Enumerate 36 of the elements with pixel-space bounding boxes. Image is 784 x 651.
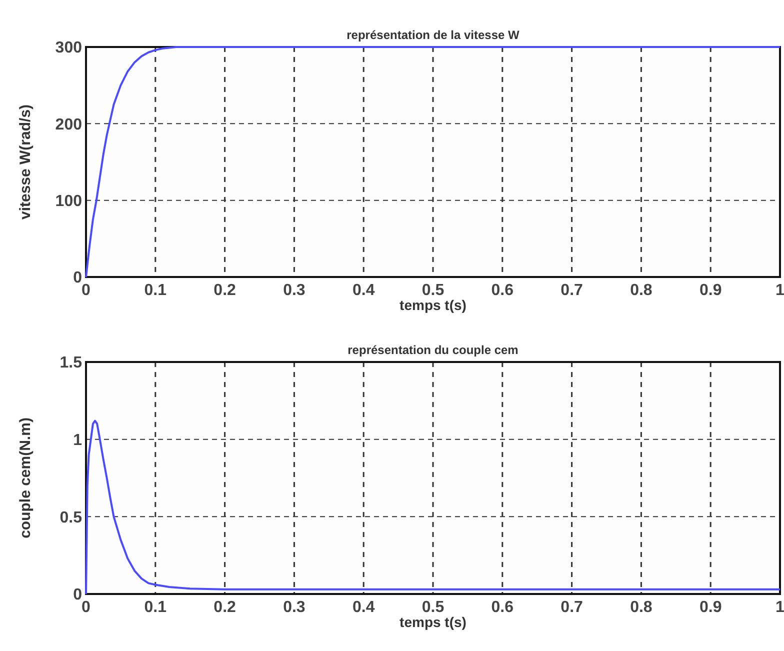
x-tick-label: 0.1 xyxy=(144,282,167,299)
x-tick-label: 0.2 xyxy=(214,282,236,299)
line-series xyxy=(85,420,781,595)
y-tick-label: 0 xyxy=(73,586,82,604)
x-tick-label: 1 xyxy=(776,282,784,299)
chart-title: représentation de la vitesse W xyxy=(346,28,520,42)
x-tick-label: 0.5 xyxy=(422,282,444,299)
x-tick-label: 0.7 xyxy=(560,599,584,616)
y-tick-label: 1.5 xyxy=(60,354,82,372)
x-tick-label: 0.6 xyxy=(491,599,514,616)
y-tick-label: 0.5 xyxy=(60,509,82,526)
y-tick-label: 300 xyxy=(55,40,82,57)
x-tick-label: 0.3 xyxy=(283,282,306,299)
x-tick-label: 0.6 xyxy=(491,282,514,299)
chart-title: représentation du couple cem xyxy=(348,343,518,357)
x-tick-label: 0.1 xyxy=(144,599,167,616)
x-axis-title: temps t(s) xyxy=(400,614,466,630)
y-tick-label: 1 xyxy=(73,432,82,449)
y-tick-label: 100 xyxy=(55,192,82,210)
x-tick-label: 0.7 xyxy=(560,282,584,299)
x-tick-label: 0.9 xyxy=(699,599,722,616)
x-tick-label: 0.9 xyxy=(699,282,722,299)
x-tick-label: 0.2 xyxy=(214,599,236,616)
y-axis-title: couple cem(N.m) xyxy=(17,418,34,538)
x-tick-label: 0.4 xyxy=(352,282,375,299)
x-tick-label: 0.8 xyxy=(630,599,652,616)
y-axis-title: vitesse W(rad/s) xyxy=(17,104,34,220)
x-tick-label: 0.4 xyxy=(352,599,375,616)
x-tick-label: 1 xyxy=(776,599,784,616)
x-tick-label: 0.3 xyxy=(283,599,306,616)
y-tick-label: 200 xyxy=(55,116,82,134)
x-axis-title: temps t(s) xyxy=(400,297,466,313)
line-series xyxy=(85,46,781,278)
x-tick-label: 0.8 xyxy=(630,282,652,299)
y-tick-label: 0 xyxy=(73,270,82,287)
x-tick-label: 0.5 xyxy=(422,599,444,616)
